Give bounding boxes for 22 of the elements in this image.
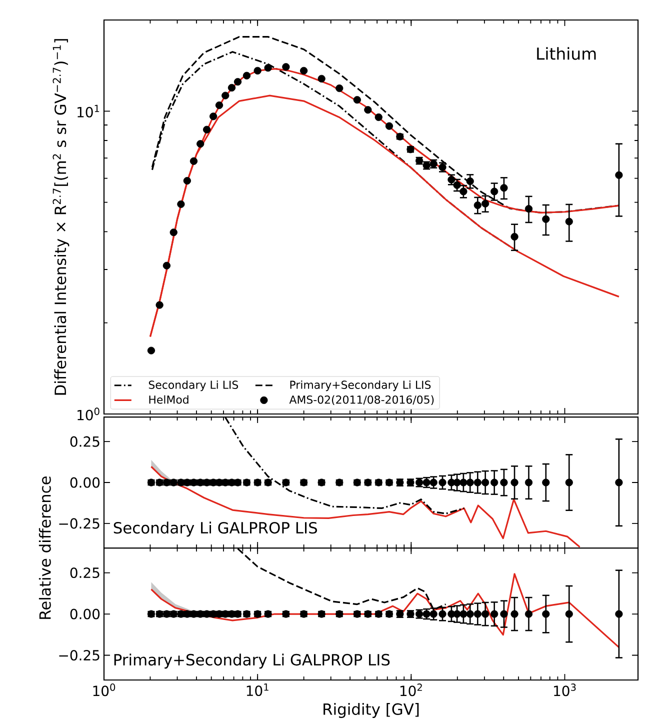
x-tick-label: 10$^{1}$ bbox=[246, 684, 268, 696]
annotation: Lithium bbox=[537, 47, 596, 60]
text: Differential Intensity × R$^{2.7}$[(m$^{2}$ s sr GV$^{−2.7}$)$^{−1}$] bbox=[52, 39, 70, 395]
legend-label: Secondary Li LIS bbox=[148, 380, 238, 392]
x-tick-label: 10$^{2}$ bbox=[400, 684, 422, 696]
y-tick-label: 10$^{1}$ bbox=[78, 104, 100, 118]
y-tick-label: 0.25 bbox=[70, 436, 100, 447]
annotation: Primary+Secondary Li GALPROP LIS bbox=[114, 654, 390, 669]
legend-label: Primary+Secondary Li LIS bbox=[290, 380, 431, 392]
x-tick-label: 10$^{0}$ bbox=[93, 684, 116, 696]
y-axis-title: Relative difference bbox=[38, 476, 51, 619]
y-tick-label: 0.00 bbox=[70, 608, 100, 620]
y-tick-label: −0.25 bbox=[59, 518, 100, 529]
y-tick-label: 10$^{0}$ bbox=[78, 408, 100, 420]
y-tick-label: 0.00 bbox=[70, 477, 100, 488]
annotation: Secondary Li GALPROP LIS bbox=[114, 522, 317, 537]
x-axis-title: Rigidity [GV] bbox=[324, 703, 419, 718]
y-tick-label: 0.25 bbox=[70, 567, 100, 578]
x-tick-label: 10$^{3}$ bbox=[554, 684, 576, 696]
legend-label: AMS-02(2011/08-2016/05) bbox=[289, 395, 434, 406]
legend-label: HelMod bbox=[149, 395, 188, 404]
y-tick-label: −0.25 bbox=[59, 650, 100, 661]
